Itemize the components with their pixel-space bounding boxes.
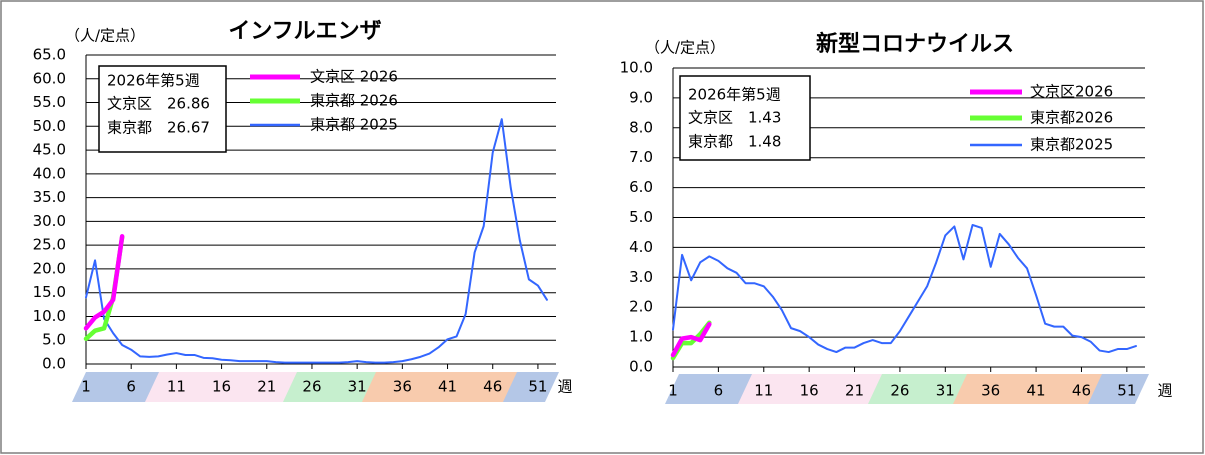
- season-band: [362, 372, 519, 402]
- x-axis-label: 週: [1157, 382, 1172, 400]
- y-tick-label: 7.0: [629, 148, 653, 166]
- annotation-text: 2026年第5週: [688, 86, 781, 104]
- season-band: [145, 372, 299, 402]
- series-line: [85, 118, 548, 364]
- y-axis-label: （人/定点）: [65, 27, 145, 45]
- series-line: [83, 234, 125, 331]
- x-tick-label: 6: [126, 378, 136, 396]
- season-band: [503, 372, 559, 402]
- annotation-text: 東京都 1.48: [688, 133, 781, 151]
- x-tick-label: 26: [890, 382, 909, 400]
- y-tick-label: 4.0: [629, 238, 653, 256]
- series-line: [672, 223, 1137, 354]
- season-band: [953, 374, 1104, 404]
- y-tick-label: 55.0: [33, 93, 66, 111]
- x-tick-label: 16: [212, 378, 231, 396]
- y-tick-label: 40.0: [33, 164, 66, 182]
- legend-label: 東京都 2026: [310, 92, 398, 110]
- annotation-text: 文京区 1.43: [688, 109, 781, 127]
- annotation-text: 文京区 26.86: [107, 95, 210, 113]
- y-tick-label: 6.0: [629, 178, 653, 196]
- y-tick-label: 10.0: [620, 59, 653, 77]
- season-band: [868, 374, 969, 404]
- y-tick-label: 5.0: [629, 208, 653, 226]
- x-tick-label: 41: [438, 378, 457, 396]
- x-tick-label: 21: [257, 378, 276, 396]
- series-line: [670, 321, 712, 358]
- x-tick-label: 26: [302, 378, 321, 396]
- x-tick-label: 36: [981, 382, 1000, 400]
- y-tick-label: 5.0: [42, 331, 66, 349]
- x-tick-label: 46: [1072, 382, 1091, 400]
- y-tick-label: 0.0: [42, 355, 66, 373]
- x-tick-label: 51: [528, 378, 547, 396]
- x-tick-label: 11: [754, 382, 773, 400]
- x-tick-label: 21: [845, 382, 864, 400]
- legend-label: 東京都 2025: [310, 116, 398, 134]
- x-tick-label: 16: [800, 382, 819, 400]
- y-tick-label: 1.0: [629, 328, 653, 346]
- y-tick-label: 25.0: [33, 236, 66, 254]
- season-band: [665, 374, 754, 404]
- x-tick-label: 31: [936, 382, 955, 400]
- y-tick-label: 8.0: [629, 118, 653, 136]
- y-tick-label: 15.0: [33, 283, 66, 301]
- y-tick-label: 3.0: [629, 268, 653, 286]
- y-tick-label: 35.0: [33, 188, 66, 206]
- y-tick-label: 0.0: [629, 358, 653, 376]
- x-tick-label: 31: [348, 378, 367, 396]
- y-tick-label: 30.0: [33, 212, 66, 230]
- season-band: [72, 372, 162, 402]
- annotation-box: [98, 65, 227, 153]
- x-tick-label: 11: [167, 378, 186, 396]
- legend-label: 文京区2026: [1030, 83, 1113, 101]
- x-axis-label: 週: [557, 378, 572, 396]
- x-tick-label: 1: [668, 382, 678, 400]
- season-band: [738, 374, 884, 404]
- y-tick-label: 45.0: [33, 141, 66, 159]
- y-tick-label: 2.0: [629, 298, 653, 316]
- y-tick-label: 10.0: [33, 307, 66, 325]
- y-tick-label: 65.0: [33, 46, 66, 64]
- chart-title: 新型コロナウイルス: [816, 31, 1014, 57]
- x-tick-label: 51: [1117, 382, 1136, 400]
- y-tick-label: 9.0: [629, 88, 653, 106]
- x-tick-label: 46: [483, 378, 502, 396]
- annotation-box: [679, 75, 811, 161]
- y-tick-label: 60.0: [33, 69, 66, 87]
- legend-label: 東京都2025: [1030, 136, 1113, 154]
- legend-label: 東京都2026: [1030, 109, 1113, 127]
- y-axis-label: （人/定点）: [645, 39, 725, 57]
- annotation-text: 東京都 26.67: [107, 119, 210, 137]
- x-tick-label: 6: [714, 382, 724, 400]
- season-band: [1088, 374, 1149, 404]
- legend-label: 文京区 2026: [310, 68, 398, 86]
- season-band: [283, 372, 379, 402]
- chart-title: インフルエンザ: [228, 19, 381, 44]
- x-tick-label: 36: [393, 378, 412, 396]
- y-tick-label: 50.0: [33, 117, 66, 135]
- y-tick-label: 20.0: [33, 259, 66, 277]
- x-tick-label: 1: [81, 378, 91, 396]
- x-tick-label: 41: [1027, 382, 1046, 400]
- annotation-text: 2026年第5週: [107, 72, 200, 90]
